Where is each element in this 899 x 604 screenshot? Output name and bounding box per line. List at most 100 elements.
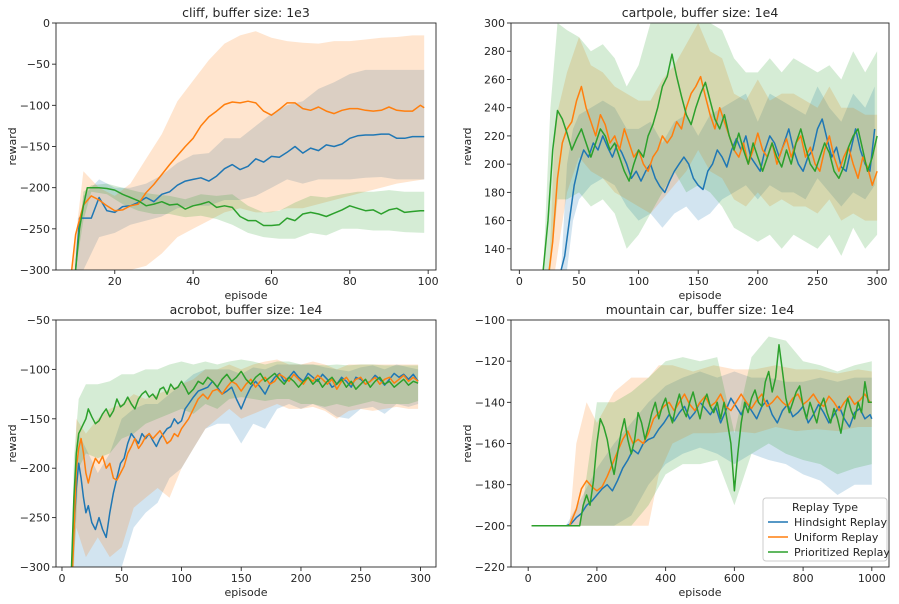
confidence-band-uniform-replay	[71, 31, 425, 270]
x-tick-label: 40	[186, 275, 200, 288]
y-tick: −220	[475, 561, 511, 574]
y-tick: −180	[475, 479, 511, 492]
series-line-uniform-replay	[70, 100, 425, 270]
y-tick: 280	[484, 45, 511, 58]
confidence-band-uniform-replay	[549, 23, 878, 270]
legend-entry: Prioritized Replay	[768, 546, 890, 559]
x-tick: 80	[343, 270, 357, 288]
y-tick: −150	[20, 141, 56, 154]
x-tick: 250	[350, 567, 371, 585]
x-tick-label: 800	[793, 572, 814, 585]
y-tick: −50	[27, 314, 56, 327]
x-tick-label: 60	[264, 275, 278, 288]
y-tick-label: 220	[484, 130, 505, 143]
x-axis-label: episode	[678, 289, 721, 302]
panel-cartpole: 0 50 100 150 200 250 300 140 160 180 200 220 240 260 2…	[461, 5, 890, 302]
panel-mountain-car: 0 200 400 600 800 1000 −220 −200 −180 −160 −140 −12…	[461, 302, 890, 599]
confidence-band-prioritized-replay	[531, 336, 872, 526]
y-tick-label: −250	[20, 512, 50, 525]
series-line-hindsight-replay	[74, 133, 425, 270]
y-tick: −200	[20, 182, 56, 195]
y-tick: −250	[20, 223, 56, 236]
x-tick: 60	[264, 270, 278, 288]
x-tick-label: 400	[655, 572, 676, 585]
y-tick-label: 180	[484, 186, 505, 199]
chart-title: cliff, buffer size: 1e3	[182, 5, 310, 20]
x-tick: 1000	[858, 567, 886, 585]
y-tick-label: −220	[475, 561, 505, 574]
series-line-prioritized-replay	[542, 53, 878, 270]
x-tick: 0	[516, 270, 523, 288]
y-tick-label: −200	[20, 462, 50, 475]
x-tick-label: 0	[525, 572, 532, 585]
x-tick: 0	[58, 567, 65, 585]
y-tick-label: −150	[20, 141, 50, 154]
x-tick: 50	[115, 567, 129, 585]
x-tick: 300	[410, 567, 431, 585]
y-tick: −120	[475, 355, 511, 368]
y-tick: −150	[20, 413, 56, 426]
y-tick: −300	[20, 561, 56, 574]
x-tick-label: 100	[418, 275, 439, 288]
x-tick-label: 50	[115, 572, 129, 585]
y-tick: 240	[484, 102, 511, 115]
legend-label: Uniform Replay	[794, 531, 879, 544]
y-tick: 200	[484, 158, 511, 171]
x-tick: 50	[572, 270, 586, 288]
y-tick-label: 140	[484, 243, 505, 256]
confidence-band-prioritized-replay	[543, 23, 878, 270]
confidence-band-prioritized-replay	[71, 359, 419, 567]
y-tick: −140	[475, 396, 511, 409]
x-axis-label: episode	[224, 586, 267, 599]
x-tick-label: 250	[807, 275, 828, 288]
x-tick-label: 200	[586, 572, 607, 585]
legend: Replay Type Hindsight Replay Uniform Repl…	[762, 497, 890, 562]
series-line-uniform-replay	[531, 393, 872, 527]
y-tick: 180	[484, 186, 511, 199]
x-tick: 40	[186, 270, 200, 288]
x-tick: 150	[231, 567, 252, 585]
y-tick-label: −50	[27, 58, 50, 71]
y-tick: 140	[484, 243, 511, 256]
series-line-prioritized-replay	[74, 186, 425, 270]
chart-title: acrobot, buffer size: 1e4	[170, 302, 323, 317]
confidence-band-hindsight-replay	[73, 364, 419, 567]
y-tick-label: −50	[27, 314, 50, 327]
x-tick-label: 1000	[858, 572, 886, 585]
y-tick-label: −300	[20, 264, 50, 277]
x-tick-label: 50	[572, 275, 586, 288]
y-tick: −100	[20, 363, 56, 376]
y-tick-label: 160	[484, 215, 505, 228]
y-tick-label: 240	[484, 102, 505, 115]
x-tick: 20	[108, 270, 122, 288]
x-tick: 0	[525, 567, 532, 585]
y-tick: 300	[484, 17, 511, 30]
y-tick-label: −150	[20, 413, 50, 426]
x-tick-label: 300	[410, 572, 431, 585]
x-tick: 600	[724, 567, 745, 585]
y-axis-label: reward	[461, 424, 474, 462]
x-axis-label: episode	[678, 586, 721, 599]
y-tick-label: −120	[475, 355, 505, 368]
series-line-uniform-replay	[548, 75, 878, 270]
y-tick-label: 300	[484, 17, 505, 30]
axes-frame	[510, 22, 890, 271]
x-tick-label: 100	[171, 572, 192, 585]
y-tick-label: −200	[475, 520, 505, 533]
confidence-band-hindsight-replay	[531, 371, 872, 526]
y-tick: −200	[20, 462, 56, 475]
legend-label: Prioritized Replay	[794, 546, 890, 559]
x-tick: 100	[171, 567, 192, 585]
confidence-band-prioritized-replay	[75, 183, 425, 270]
legend-box	[762, 497, 888, 562]
x-tick-label: 200	[747, 275, 768, 288]
series-line-prioritized-replay	[70, 370, 419, 567]
legend-entry: Uniform Replay	[768, 531, 879, 544]
x-tick-label: 150	[688, 275, 709, 288]
y-tick: −100	[475, 314, 511, 327]
panel-cliff: 20 40 60 80 100 −300 −250 −200 −150 −100 −50 0 episo…	[6, 5, 439, 302]
y-tick: 0	[43, 17, 56, 30]
x-tick: 100	[628, 270, 649, 288]
legend-entry: Hindsight Replay	[768, 516, 888, 529]
x-tick-label: 80	[343, 275, 357, 288]
